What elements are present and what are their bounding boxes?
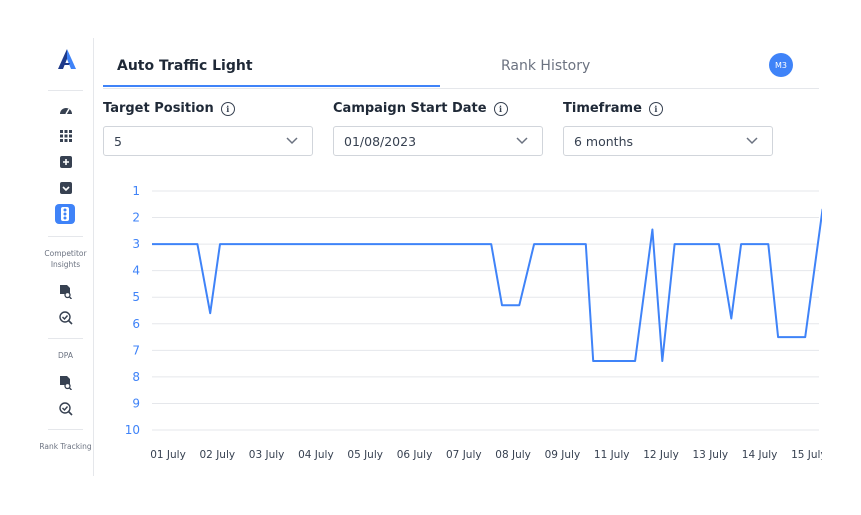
y-tick-label: 3 [132, 237, 140, 251]
x-tick-label: 15 July [791, 449, 822, 461]
x-tick-label: 07 July [446, 449, 482, 461]
rank-chart: 1 2 3 4 5 6 7 8 9 10 01 July 02 July 03 July 04 July 0… [125, 184, 822, 461]
chevron-down-icon [286, 137, 298, 145]
y-tick-label: 5 [132, 290, 140, 304]
x-tick-label: 02 July [200, 449, 236, 461]
section-label-rank-tracking[interactable]: Rank Tracking [39, 442, 92, 451]
sidebar-divider [48, 429, 83, 430]
target-position-label: Target Position i [103, 101, 235, 116]
check-circle-search-icon[interactable] [58, 310, 73, 325]
gauge-icon[interactable] [58, 102, 73, 117]
y-tick-label: 2 [132, 211, 140, 225]
info-icon[interactable]: i [493, 101, 508, 116]
active-tab-indicator [103, 85, 440, 87]
tab-auto-traffic-light[interactable]: Auto Traffic Light [117, 58, 253, 74]
target-position-select[interactable]: 5 [103, 126, 313, 156]
x-tick-label: 01 July [150, 449, 186, 461]
section-label-dpa: DPA [58, 351, 73, 360]
rank-series-line[interactable] [152, 208, 822, 412]
y-tick-label: 8 [132, 370, 140, 384]
chevron-down-icon [746, 137, 758, 145]
sidebar: Competitor Insights DPA Rank Tracking [38, 38, 94, 476]
tab-rank-history[interactable]: Rank History [501, 58, 591, 74]
y-tick-label: 1 [132, 184, 140, 198]
y-tick-label: 7 [132, 343, 140, 357]
chevron-down-icon [516, 137, 528, 145]
x-tick-label: 09 July [545, 449, 581, 461]
sidebar-divider [48, 236, 83, 237]
x-tick-label: 13 July [693, 449, 729, 461]
tab-bar: Auto Traffic Light Rank History M3 [103, 50, 819, 89]
campaign-start-date-select[interactable]: 01/08/2023 [333, 126, 543, 156]
y-tick-label: 4 [132, 264, 140, 278]
x-tick-label: 14 July [742, 449, 778, 461]
info-icon[interactable]: i [648, 101, 663, 116]
y-tick-label: 10 [125, 423, 140, 437]
document-search-icon[interactable] [58, 375, 73, 390]
traffic-light-icon[interactable] [55, 204, 75, 224]
section-label-competitor-insights: Competitor Insights [44, 249, 87, 269]
x-tick-label: 05 July [347, 449, 383, 461]
timeframe-label: Timeframe i [563, 101, 663, 116]
x-tick-label: 03 July [249, 449, 285, 461]
check-circle-search-icon[interactable] [58, 401, 73, 416]
timeframe-select[interactable]: 6 months [563, 126, 773, 156]
document-search-icon[interactable] [58, 284, 73, 299]
sidebar-divider [48, 338, 83, 339]
x-tick-label: 04 July [298, 449, 334, 461]
x-tick-label: 08 July [495, 449, 531, 461]
y-tick-label: 9 [132, 396, 140, 410]
app-frame [38, 26, 830, 486]
info-icon[interactable]: i [220, 101, 235, 116]
x-tick-label: 06 July [397, 449, 433, 461]
grid-icon[interactable] [58, 128, 73, 143]
sidebar-divider [48, 90, 83, 91]
avatar[interactable]: M3 [769, 53, 793, 77]
x-tick-label: 11 July [594, 449, 630, 461]
campaign-start-date-label: Campaign Start Date i [333, 101, 508, 116]
y-tick-label: 6 [132, 317, 140, 331]
x-tick-label: 12 July [643, 449, 679, 461]
download-icon[interactable] [58, 180, 73, 195]
app-logo[interactable] [56, 48, 78, 70]
plus-square-icon[interactable] [58, 154, 73, 169]
